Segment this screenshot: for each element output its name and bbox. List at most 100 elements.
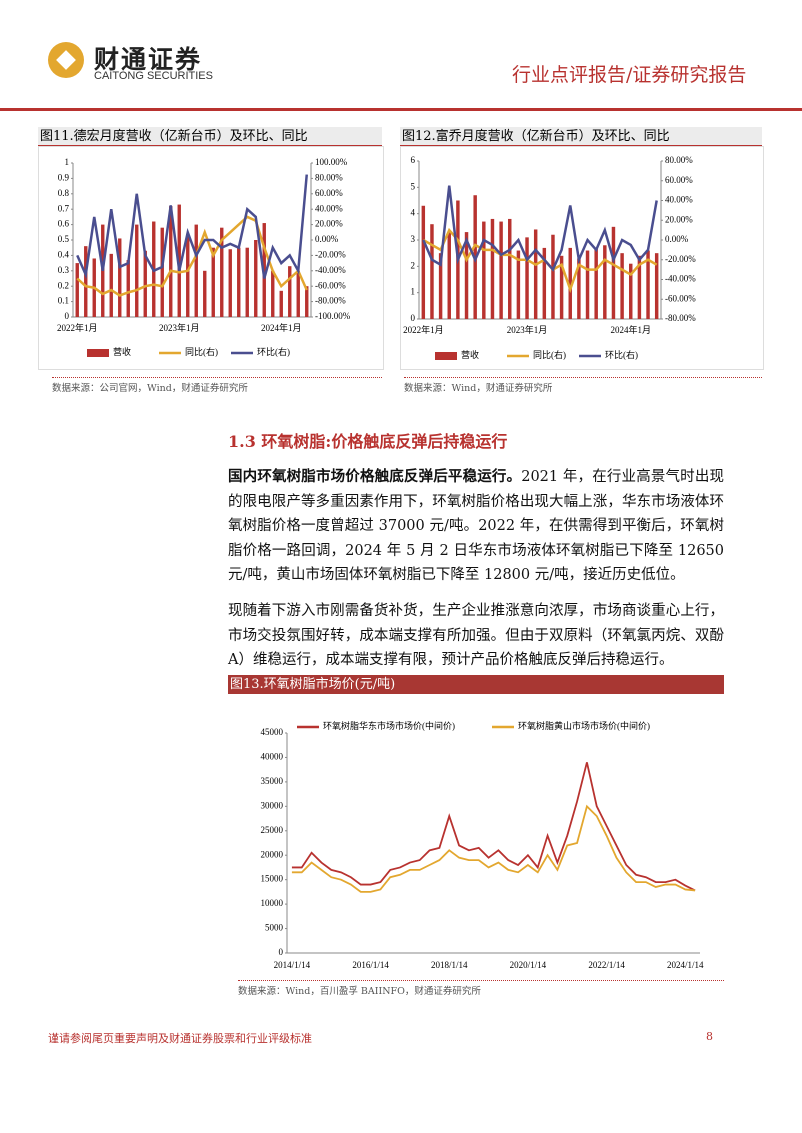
bar bbox=[568, 247, 572, 319]
section-heading: 1.3 环氧树脂:价格触底反弹后持稳运行 bbox=[228, 432, 508, 451]
legend-label: 环比(右) bbox=[605, 349, 638, 360]
y-tick-label: 0.2 bbox=[58, 280, 69, 290]
bar bbox=[109, 253, 113, 317]
bar bbox=[126, 260, 130, 317]
y-tick-label: 0.5 bbox=[58, 234, 70, 244]
figure-source: 数据来源：Wind，百川盈孚 BAIINFO，财通证券研究所 bbox=[238, 980, 724, 997]
figure-title: 图12.富乔月度营收（亿新台币）及环比、同比 bbox=[400, 127, 762, 146]
bar bbox=[654, 253, 659, 319]
line-series bbox=[291, 762, 696, 892]
bar bbox=[585, 250, 590, 319]
bar bbox=[490, 218, 495, 319]
y-tick-label: 0.8 bbox=[58, 188, 70, 198]
y-tick-label: 30000 bbox=[261, 800, 284, 810]
bar bbox=[220, 227, 224, 317]
bar bbox=[603, 245, 607, 319]
y-tick-label: 40000 bbox=[261, 752, 284, 762]
x-tick-label: 2024年1月 bbox=[610, 324, 651, 335]
bar bbox=[438, 253, 443, 319]
y-tick-label: 0.9 bbox=[58, 172, 70, 182]
bar bbox=[279, 290, 283, 317]
paragraph-text: 2021 年，在行业高景气时出现的限电限产等多重因素作用下，环氧树脂价格出现大幅… bbox=[228, 469, 724, 583]
legend-label: 同比(右) bbox=[185, 346, 218, 357]
y-tick-label: 5 bbox=[411, 181, 416, 191]
y-tick-label: 0.7 bbox=[58, 203, 70, 213]
y2-tick-label: -20.00% bbox=[315, 249, 346, 259]
x-tick-label: 2018/1/14 bbox=[431, 960, 468, 970]
y-tick-label: 0 bbox=[411, 313, 416, 323]
legend-label: 营收 bbox=[113, 346, 131, 357]
x-tick-label: 2022年1月 bbox=[403, 324, 444, 335]
bar bbox=[516, 250, 521, 319]
bar bbox=[228, 249, 232, 317]
logo-cn: 财通证券 bbox=[94, 45, 203, 74]
y-tick-label: 45000 bbox=[261, 727, 284, 737]
y-tick-label: 3 bbox=[411, 234, 416, 244]
bar bbox=[254, 240, 258, 317]
bar bbox=[211, 247, 215, 317]
line-series bbox=[422, 185, 658, 272]
y2-tick-label: 0.00% bbox=[315, 234, 339, 244]
y2-tick-label: -60.00% bbox=[665, 293, 696, 303]
x-tick-label: 2024/1/14 bbox=[667, 960, 704, 970]
y-tick-label: 20000 bbox=[261, 849, 284, 859]
chart: 0 0.1 0.2 0.3 0.4 0.5 0.6 0.7 0.8 0.9 1 100.00% 80.0… bbox=[38, 146, 384, 370]
bar bbox=[508, 218, 512, 319]
y2-tick-label: -40.00% bbox=[665, 274, 696, 284]
legend-swatch bbox=[87, 349, 109, 357]
header-graphics bbox=[0, 42, 802, 111]
bar bbox=[594, 247, 598, 319]
x-tick-label: 2024年1月 bbox=[261, 322, 302, 333]
y-tick-label: 0.6 bbox=[58, 219, 70, 229]
bar bbox=[135, 224, 139, 317]
bar bbox=[143, 250, 147, 317]
bar bbox=[551, 234, 555, 319]
bar bbox=[430, 224, 434, 319]
x-tick-label: 2014/1/14 bbox=[274, 960, 311, 970]
y-tick-label: 10000 bbox=[261, 898, 284, 908]
figure-title: 图13.环氧树脂市场价(元/吨) bbox=[228, 675, 724, 694]
bar bbox=[160, 227, 164, 317]
y-tick-label: 1 bbox=[411, 287, 416, 297]
header-rule bbox=[0, 108, 802, 111]
legend-swatch bbox=[435, 352, 457, 360]
legend-label: 环比(右) bbox=[257, 346, 290, 357]
bar bbox=[271, 270, 275, 317]
y-tick-label: 0 bbox=[279, 947, 284, 957]
bar bbox=[203, 270, 207, 317]
line-series bbox=[291, 804, 696, 893]
figure-title: 图11.德宏月度营收（亿新台币）及环比、同比 bbox=[38, 127, 382, 146]
x-tick-label: 2022/1/14 bbox=[588, 960, 625, 970]
bar bbox=[118, 238, 122, 317]
legend-label: 同比(右) bbox=[533, 349, 566, 360]
y2-tick-label: 80.00% bbox=[665, 155, 693, 165]
bar bbox=[533, 229, 538, 319]
figure-source: 数据来源：Wind，财通证券研究所 bbox=[404, 377, 762, 394]
bar bbox=[296, 270, 300, 317]
paragraph-lead: 国内环氧树脂市场价格触底反弹后平稳运行。 bbox=[228, 468, 522, 485]
y-tick-label: 0 bbox=[65, 311, 70, 321]
paragraph: 国内环氧树脂市场价格触底反弹后平稳运行。2021 年，在行业高景气时出现的限电限… bbox=[228, 465, 724, 588]
y2-tick-label: -40.00% bbox=[315, 265, 346, 275]
chart: 0 1 2 3 4 5 6 80.00% 60.00% 40.00% 20.00% 0.00% -20.… bbox=[400, 146, 764, 370]
figure-source: 数据来源：公司官网，Wind，财通证券研究所 bbox=[52, 377, 382, 394]
bar bbox=[84, 246, 88, 317]
bar bbox=[464, 232, 469, 319]
bar bbox=[237, 247, 241, 317]
y-tick-label: 4 bbox=[411, 208, 416, 218]
x-tick-label: 2022年1月 bbox=[57, 322, 98, 333]
y2-tick-label: 20.00% bbox=[315, 219, 343, 229]
page-number: 8 bbox=[706, 1030, 713, 1043]
y2-tick-label: -80.00% bbox=[315, 296, 346, 306]
bar bbox=[194, 224, 198, 317]
bar bbox=[542, 247, 547, 319]
bar bbox=[305, 286, 309, 317]
bar bbox=[559, 255, 564, 319]
x-tick-label: 2023年1月 bbox=[507, 324, 548, 335]
bar bbox=[75, 263, 79, 317]
bar bbox=[169, 206, 173, 317]
y-tick-label: 25000 bbox=[261, 825, 284, 835]
y-tick-label: 6 bbox=[411, 155, 416, 165]
line-series bbox=[76, 174, 308, 280]
